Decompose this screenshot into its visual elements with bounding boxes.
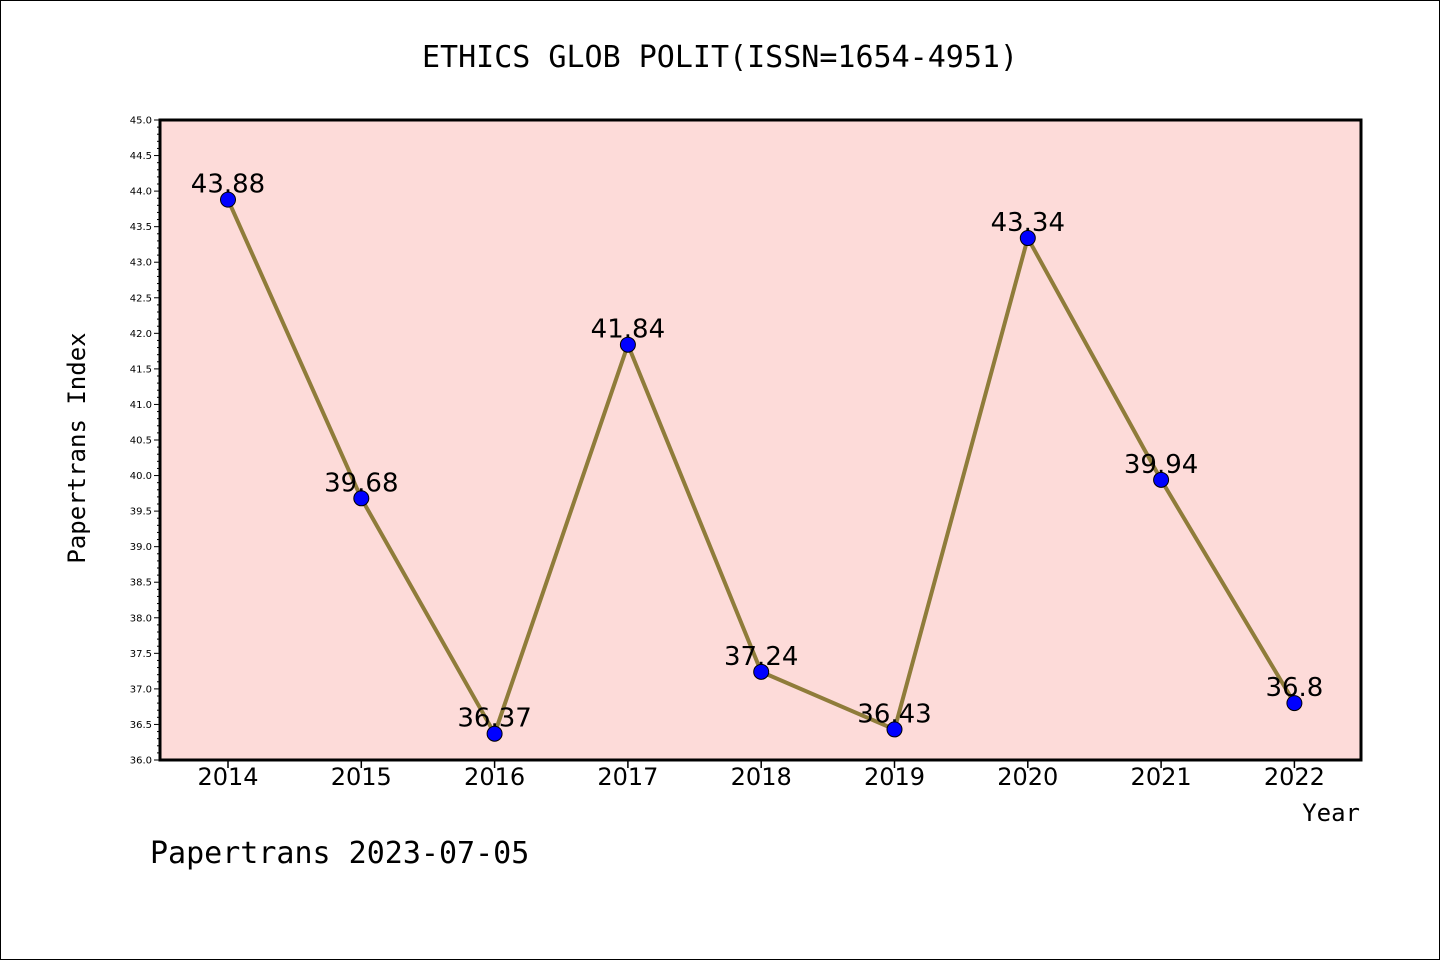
data-point-marker [619,336,636,353]
data-value-label: 43.88 [191,170,265,200]
chart-title: ETHICS GLOB POLIT(ISSN=1654-4951) [422,40,1018,75]
y-axis-label: Papertrans Index [63,332,91,563]
y-tick-label: 37.0 [130,684,152,695]
data-value-label: 36.43 [857,699,931,729]
x-tick-label: 2022 [1264,763,1325,791]
y-tick-label: 36.5 [130,720,152,731]
data-value-label: 41.84 [591,315,665,345]
data-value-label: 37.24 [724,642,798,672]
y-tick-label: 42.5 [130,293,152,304]
series-markers [220,191,1303,742]
data-value-label: 36.37 [457,704,531,734]
data-point-marker [353,490,370,507]
y-tick-label: 41.0 [130,400,152,411]
data-point-marker [1153,471,1170,488]
y-tick-label: 39.0 [130,542,152,553]
x-tick-label: 2019 [864,763,925,791]
data-point-marker [886,721,903,738]
data-value-label: 39.68 [324,468,398,498]
y-tick-label: 39.5 [130,507,152,518]
data-point-marker [486,725,503,742]
y-tick-label: 38.5 [130,578,152,589]
y-tick-label: 43.5 [130,222,152,233]
x-tick-label: 2015 [331,763,392,791]
y-tick-label: 45.0 [130,116,152,127]
x-tick-label: 2017 [597,763,658,791]
data-point-marker [220,191,236,208]
y-tick-label: 40.5 [130,436,152,447]
data-labels: 43.88 39.68 36.37 41.84 37.24 36.43 43.34 39.94… [191,170,1324,734]
data-value-label: 36.8 [1265,673,1323,703]
footer-caption: Papertrans 2023-07-05 [150,836,529,871]
y-axis-ticks: 36.0 36.5 37.0 37.5 38.0 38.5 39.0 39.5 40.0 40.5… [130,116,160,767]
data-point-marker [1286,695,1303,712]
plot-area [160,120,1361,760]
y-tick-label: 40.0 [130,471,152,482]
x-tick-label: 2018 [731,763,792,791]
data-point-marker [753,663,770,680]
x-tick-label: 2021 [1131,763,1192,791]
plot-frame [158,118,1363,762]
x-tick-label: 2016 [464,763,525,791]
x-axis-label: Year [1302,799,1360,827]
data-value-label: 39.94 [1124,450,1198,480]
y-tick-label: 36.0 [130,756,152,767]
x-tick-label: 2014 [197,763,258,791]
y-tick-label: 44.5 [130,151,152,162]
y-tick-label: 44.0 [130,187,152,198]
x-axis-ticks: 2014 2015 2016 2017 2018 2019 2020 2021 2022 [197,760,1325,791]
data-point-marker [1019,230,1036,247]
x-tick-label: 2020 [997,763,1058,791]
y-tick-label: 41.5 [130,364,152,375]
data-value-label: 43.34 [991,208,1065,238]
y-tick-label: 42.0 [130,329,152,340]
y-tick-label: 38.0 [130,613,152,624]
y-tick-label: 37.5 [130,649,152,660]
y-tick-label: 43.0 [130,258,152,269]
